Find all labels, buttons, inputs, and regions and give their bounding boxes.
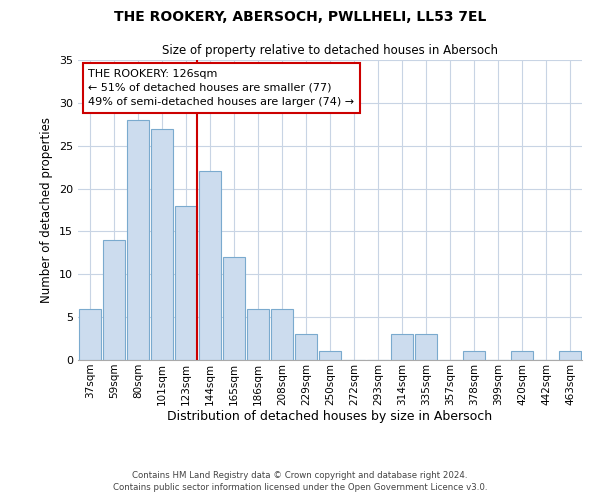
Bar bbox=[79, 308, 101, 360]
Text: THE ROOKERY, ABERSOCH, PWLLHELI, LL53 7EL: THE ROOKERY, ABERSOCH, PWLLHELI, LL53 7E… bbox=[114, 10, 486, 24]
Bar bbox=[127, 120, 149, 360]
Bar bbox=[319, 352, 341, 360]
Bar bbox=[199, 172, 221, 360]
Bar bbox=[151, 128, 173, 360]
Text: THE ROOKERY: 126sqm
← 51% of detached houses are smaller (77)
49% of semi-detach: THE ROOKERY: 126sqm ← 51% of detached ho… bbox=[88, 69, 354, 107]
Bar bbox=[103, 240, 125, 360]
Bar bbox=[295, 334, 317, 360]
Bar bbox=[463, 352, 485, 360]
Bar bbox=[247, 308, 269, 360]
Text: Contains HM Land Registry data © Crown copyright and database right 2024.
Contai: Contains HM Land Registry data © Crown c… bbox=[113, 471, 487, 492]
Bar bbox=[415, 334, 437, 360]
Bar bbox=[223, 257, 245, 360]
Bar bbox=[511, 352, 533, 360]
Bar bbox=[175, 206, 197, 360]
Bar bbox=[391, 334, 413, 360]
Y-axis label: Number of detached properties: Number of detached properties bbox=[40, 117, 53, 303]
X-axis label: Distribution of detached houses by size in Abersoch: Distribution of detached houses by size … bbox=[167, 410, 493, 424]
Title: Size of property relative to detached houses in Abersoch: Size of property relative to detached ho… bbox=[162, 44, 498, 58]
Bar bbox=[271, 308, 293, 360]
Bar bbox=[559, 352, 581, 360]
